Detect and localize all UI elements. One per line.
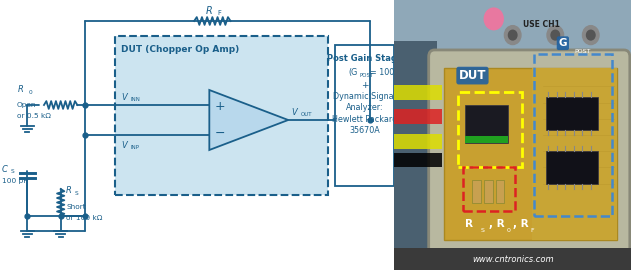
- Text: DUT: DUT: [459, 69, 487, 82]
- Text: Hewlett Packard: Hewlett Packard: [332, 115, 398, 124]
- Bar: [496, 180, 504, 202]
- Circle shape: [509, 30, 517, 40]
- Text: S: S: [74, 191, 78, 196]
- Bar: [335, 45, 394, 186]
- FancyBboxPatch shape: [115, 36, 327, 195]
- Polygon shape: [209, 90, 288, 150]
- Text: G: G: [558, 38, 567, 48]
- Bar: [394, 0, 631, 59]
- Bar: [466, 136, 508, 143]
- Text: 0: 0: [29, 90, 33, 95]
- Bar: [394, 153, 442, 167]
- Bar: [534, 54, 612, 216]
- Bar: [466, 105, 508, 143]
- Text: Short: Short: [66, 204, 86, 210]
- Text: = 100): = 100): [370, 68, 398, 77]
- Text: +: +: [361, 81, 369, 90]
- Text: +: +: [215, 100, 225, 113]
- Text: −: −: [215, 127, 225, 140]
- Circle shape: [587, 30, 595, 40]
- Bar: [394, 85, 442, 100]
- Text: R: R: [66, 186, 72, 195]
- Text: V: V: [292, 108, 297, 117]
- Text: R: R: [206, 5, 213, 15]
- Text: , R: , R: [512, 219, 528, 229]
- Text: R: R: [466, 219, 473, 229]
- Bar: [458, 92, 522, 167]
- Text: 0: 0: [507, 228, 510, 233]
- Text: Post Gain Stage: Post Gain Stage: [327, 54, 403, 63]
- Text: Dynamic Signal: Dynamic Signal: [333, 92, 396, 101]
- Text: (G: (G: [348, 68, 357, 77]
- Bar: [394, 109, 442, 124]
- Text: F: F: [531, 228, 534, 233]
- Text: or 0.5 kΩ: or 0.5 kΩ: [16, 113, 50, 119]
- Text: V: V: [121, 141, 127, 150]
- Text: 100 pF: 100 pF: [1, 178, 27, 184]
- Text: OUT: OUT: [300, 112, 312, 117]
- Text: DUT (Chopper Op Amp): DUT (Chopper Op Amp): [121, 45, 240, 54]
- Text: INN: INN: [131, 97, 140, 102]
- Bar: [473, 180, 481, 202]
- Circle shape: [485, 8, 504, 30]
- Text: C: C: [1, 165, 8, 174]
- Bar: [394, 134, 442, 149]
- Bar: [546, 97, 598, 130]
- Circle shape: [547, 26, 563, 45]
- Text: , R: , R: [489, 219, 505, 229]
- Text: F: F: [218, 10, 221, 16]
- FancyBboxPatch shape: [428, 50, 630, 258]
- Text: or 100 kΩ: or 100 kΩ: [66, 215, 102, 221]
- Text: INP: INP: [131, 145, 139, 150]
- Bar: [531, 68, 617, 240]
- Bar: [394, 40, 437, 270]
- Text: POST: POST: [359, 73, 374, 78]
- Text: Open: Open: [16, 102, 36, 108]
- Text: S: S: [11, 169, 15, 174]
- Text: Analyzer:: Analyzer:: [346, 103, 384, 113]
- Bar: [394, 248, 631, 270]
- Circle shape: [504, 26, 521, 45]
- Text: USE CH1: USE CH1: [522, 20, 560, 29]
- Text: R: R: [18, 86, 24, 94]
- Text: www.cntronics.com: www.cntronics.com: [472, 255, 553, 264]
- Bar: [463, 167, 515, 211]
- Bar: [444, 68, 617, 240]
- Circle shape: [582, 26, 599, 45]
- Text: S: S: [481, 228, 485, 233]
- Circle shape: [551, 30, 560, 40]
- Bar: [546, 151, 598, 184]
- Text: V: V: [121, 93, 127, 102]
- Text: POST: POST: [574, 49, 591, 54]
- Text: 35670A: 35670A: [350, 126, 380, 135]
- Bar: [485, 180, 493, 202]
